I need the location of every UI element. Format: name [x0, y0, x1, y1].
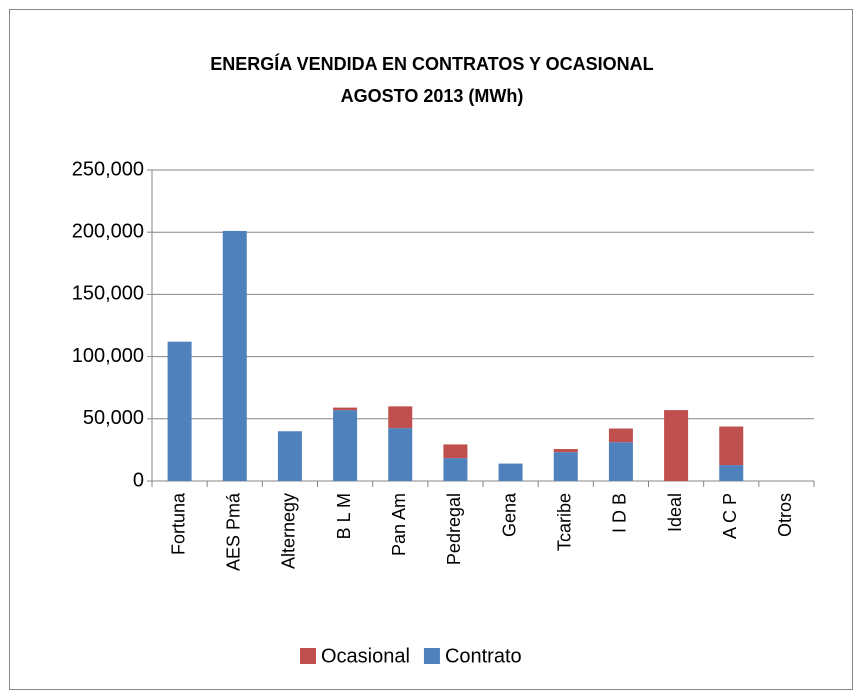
bar-segment — [388, 428, 413, 481]
x-tick-label: A C P — [720, 493, 740, 539]
x-tick-label: Otros — [775, 493, 795, 537]
chart-title: ENERGÍA VENDIDA EN CONTRATOS Y OCASIONAL — [210, 53, 653, 74]
bar-segment — [333, 410, 358, 481]
x-tick-label: Gena — [499, 492, 519, 537]
x-tick-label: Pedregal — [444, 493, 464, 565]
x-tick-label: Pan Am — [389, 493, 409, 556]
bar-segment — [608, 442, 633, 481]
bar-segment — [443, 458, 468, 481]
bar-segment — [553, 452, 578, 481]
bar-segment — [719, 426, 744, 466]
x-tick-label: Fortuna — [168, 492, 188, 555]
bar-segment — [443, 444, 468, 459]
bar-segment — [553, 449, 578, 453]
legend-label: Contrato — [445, 645, 522, 667]
x-tick-label: Tcaribe — [555, 493, 575, 551]
chart-border — [9, 9, 853, 690]
bar-segment — [277, 431, 302, 481]
x-tick-label: Alternegy — [279, 493, 299, 569]
x-tick-label: I D B — [610, 493, 630, 533]
y-tick-label: 150,000 — [72, 283, 144, 305]
y-tick-label: 100,000 — [72, 345, 144, 367]
bar-segment — [222, 230, 247, 481]
x-tick-label: B L M — [334, 493, 354, 539]
y-tick-label: 50,000 — [83, 407, 144, 429]
bar-segment — [608, 428, 633, 443]
bar-segment — [664, 410, 689, 481]
y-tick-label: 250,000 — [72, 158, 144, 180]
bar-segment — [388, 406, 413, 429]
bar-segment — [167, 341, 192, 481]
bar-segment — [333, 407, 358, 411]
bar-segment — [719, 465, 744, 481]
y-tick-label: 200,000 — [72, 220, 144, 242]
legend-swatch — [423, 648, 440, 664]
x-tick-label: AES Pmá — [224, 492, 244, 571]
legend-label: Ocasional — [321, 645, 410, 667]
legend-swatch — [300, 648, 316, 664]
y-tick-label: 0 — [133, 469, 144, 491]
x-tick-label: Ideal — [665, 493, 685, 532]
chart-subtitle: AGOSTO 2013 (MWh) — [341, 86, 524, 106]
bar-segment — [498, 463, 523, 481]
